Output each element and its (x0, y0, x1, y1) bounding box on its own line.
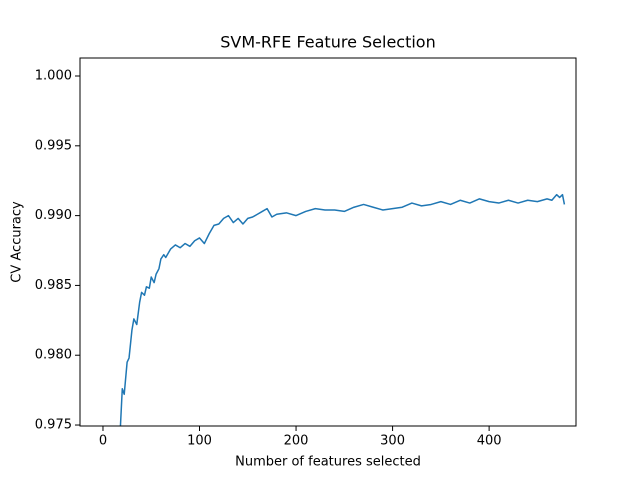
axes-frame (79, 57, 577, 427)
x-axis-label: Number of features selected (235, 455, 421, 470)
x-tick-label: 400 (477, 434, 502, 449)
data-line (119, 193, 566, 426)
x-tick-label: 100 (187, 434, 212, 449)
y-tick-label: 0.980 (35, 348, 72, 363)
y-tick-label: 0.990 (35, 208, 72, 223)
plot-area (119, 193, 566, 426)
x-tick-label: 200 (284, 434, 309, 449)
chart-title: SVM-RFE Feature Selection (220, 33, 435, 52)
y-tick-label: 1.000 (35, 69, 72, 84)
y-tick-label: 0.985 (35, 278, 72, 293)
y-axis-label: CV Accuracy (10, 201, 25, 283)
y-tick-label: 0.975 (35, 418, 72, 433)
x-tick-label: 0 (99, 434, 107, 449)
x-tick-label: 300 (380, 434, 405, 449)
y-tick-label: 0.995 (35, 138, 72, 153)
